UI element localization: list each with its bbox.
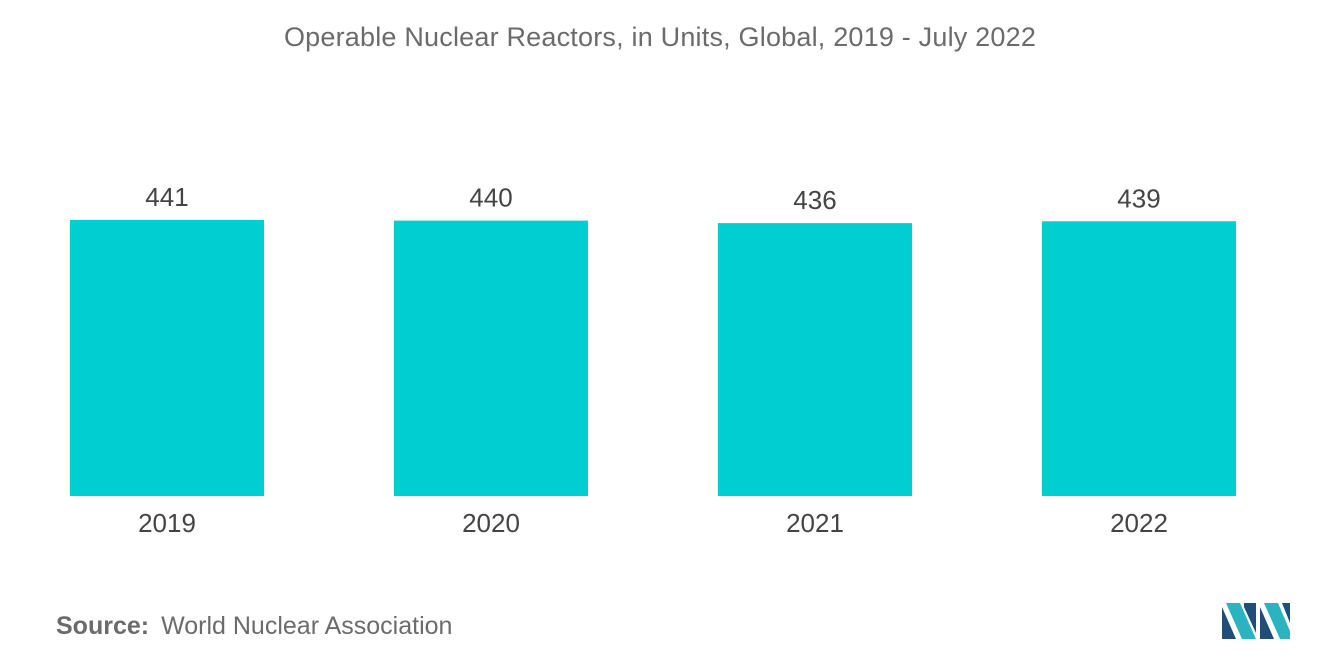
source-text: World Nuclear Association [161,612,453,640]
bars-layer [70,220,1236,496]
data-label-2021: 436 [793,185,836,215]
x-tick-label-2021: 2021 [786,508,844,538]
x-tick-label-2019: 2019 [138,508,196,538]
labels-layer: 441 2019 440 2020 436 2021 439 2022 [138,182,1168,538]
x-tick-label-2022: 2022 [1110,508,1168,538]
bar-2022 [1042,221,1236,496]
mordor-intelligence-logo-icon [1222,603,1290,639]
bar-chart: 441 2019 440 2020 436 2021 439 2022 [70,182,1236,538]
bar-2021 [718,223,912,496]
data-label-2019: 441 [145,182,188,212]
data-label-2022: 439 [1117,183,1160,213]
x-tick-label-2020: 2020 [462,508,520,538]
chart-title: Operable Nuclear Reactors, in Units, Glo… [283,22,1037,52]
source-label: Source: [56,612,150,640]
source-note: Source: World Nuclear Association [56,612,452,641]
data-label-2020: 440 [469,183,512,213]
bar-2020 [394,220,588,496]
bar-2019 [70,220,264,496]
